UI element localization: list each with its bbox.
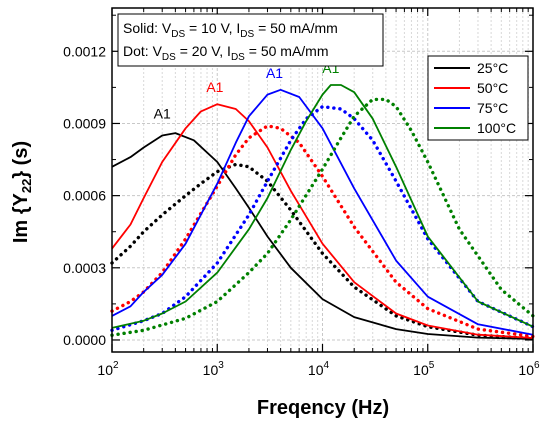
x-tick-label: 104 bbox=[308, 360, 330, 378]
series-line-100C-solid bbox=[111, 84, 534, 329]
series-line-75C-solid bbox=[111, 88, 534, 336]
y-tick-label: 0.0012 bbox=[63, 43, 106, 59]
y-axis-subscript: 22 bbox=[19, 179, 34, 193]
x-tick-label: 105 bbox=[413, 360, 435, 378]
x-tick-label: 102 bbox=[97, 360, 119, 378]
condition-annotation: Solid: VDS = 10 V, IDS = 50 mA/mm Dot: V… bbox=[117, 13, 384, 67]
legend-label: 25°C bbox=[477, 60, 508, 76]
annotation-solid-line: Solid: VDS = 10 V, IDS = 50 mA/mm bbox=[123, 20, 338, 40]
y-tick-label: 0.0000 bbox=[63, 332, 106, 348]
annotation-box bbox=[117, 13, 384, 67]
x-tick-label: 106 bbox=[518, 360, 540, 378]
annotation-dot-line: Dot: VDS = 20 V, IDS = 50 mA/mm bbox=[123, 43, 329, 63]
series-line-50C-solid bbox=[111, 103, 534, 339]
ticks: 102 103 104 105 106 0.0000 0.0003 0.0006 0.0009 0… bbox=[63, 8, 540, 378]
peak-label: A1 bbox=[154, 106, 171, 122]
legend-box bbox=[427, 55, 529, 141]
series-line-75C-dotted bbox=[110, 104, 535, 332]
series-line-25C-solid bbox=[111, 132, 534, 340]
legend: 25°C 50°C 75°C 100°C bbox=[427, 55, 529, 141]
peak-label: A1 bbox=[206, 79, 223, 95]
y-tick-label: 0.0006 bbox=[63, 188, 106, 204]
y-tick-label: 0.0009 bbox=[63, 115, 106, 131]
x-tick-label: 103 bbox=[203, 360, 225, 378]
x-axis-title: Freqency (Hz) bbox=[257, 397, 389, 419]
y-tick-label: 0.0003 bbox=[63, 260, 106, 276]
series-line-100C-dotted bbox=[110, 97, 535, 337]
legend-label: 50°C bbox=[477, 80, 508, 96]
legend-label: 75°C bbox=[477, 100, 508, 116]
series-line-50C-dotted bbox=[110, 124, 535, 339]
legend-label: 100°C bbox=[477, 120, 516, 136]
series-line-25C-dotted bbox=[110, 162, 535, 341]
peak-label: A1 bbox=[266, 65, 283, 81]
series-layer bbox=[110, 84, 535, 341]
